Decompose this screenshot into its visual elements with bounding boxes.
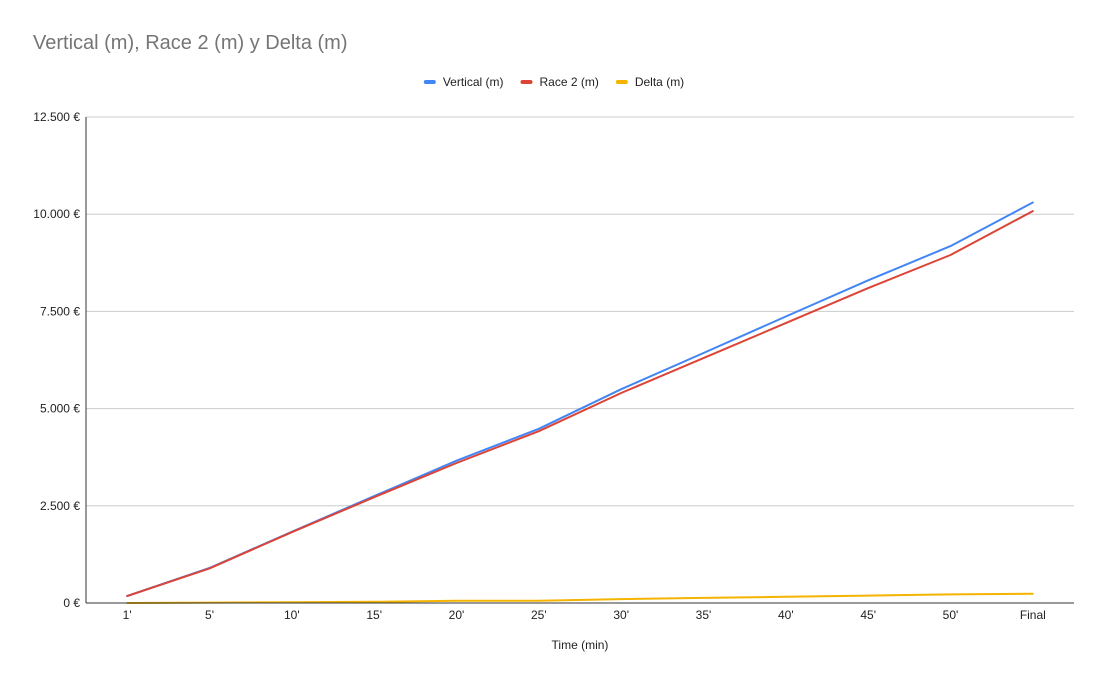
x-tick-label: 45' — [860, 608, 876, 622]
series-line-vertical-m — [126, 201, 1034, 597]
y-tick-label: 2.500 € — [40, 499, 80, 513]
legend-label: Race 2 (m) — [540, 75, 599, 89]
gridlines — [86, 116, 1074, 507]
legend-swatch — [520, 80, 533, 84]
chart-title: Vertical (m), Race 2 (m) y Delta (m) — [33, 32, 347, 54]
x-tick-label: 10' — [284, 608, 300, 622]
x-tick-label: 50' — [943, 608, 959, 622]
y-tick-label: 5.000 € — [40, 402, 80, 416]
y-tick-label: 10.000 € — [33, 207, 80, 221]
x-tick-label: 25' — [531, 608, 547, 622]
y-axis-ticks: 0 € 2.500 € 5.000 € 7.500 € 10.000 € 12.500 € — [33, 110, 80, 610]
x-axis-title: Time (min) — [552, 638, 609, 652]
series-line-race-2-m — [126, 210, 1034, 597]
x-tick-label: 30' — [613, 608, 629, 622]
y-tick-label: 0 € — [63, 596, 80, 610]
legend: Vertical (m) Race 2 (m) Delta (m) — [423, 75, 684, 89]
legend-label: Vertical (m) — [443, 75, 504, 89]
legend-swatch — [423, 80, 436, 84]
x-axis-ticks: 1' 5' 10' 15' 20' 25' 30' 35' 40' 45' 50' Final — [123, 608, 1046, 622]
y-tick-label: 7.500 € — [40, 304, 80, 318]
legend-swatch — [615, 80, 628, 84]
y-tick-label: 12.500 € — [33, 110, 80, 124]
x-tick-label: 15' — [366, 608, 382, 622]
legend-label: Delta (m) — [635, 75, 684, 89]
series-line-delta-m — [126, 592, 1034, 604]
x-tick-label: 35' — [696, 608, 712, 622]
x-tick-label: 1' — [123, 608, 132, 622]
series-group — [126, 201, 1034, 604]
x-tick-label: 5' — [205, 608, 214, 622]
x-tick-label: Final — [1020, 608, 1046, 622]
x-tick-label: 20' — [449, 608, 465, 622]
x-tick-label: 40' — [778, 608, 794, 622]
